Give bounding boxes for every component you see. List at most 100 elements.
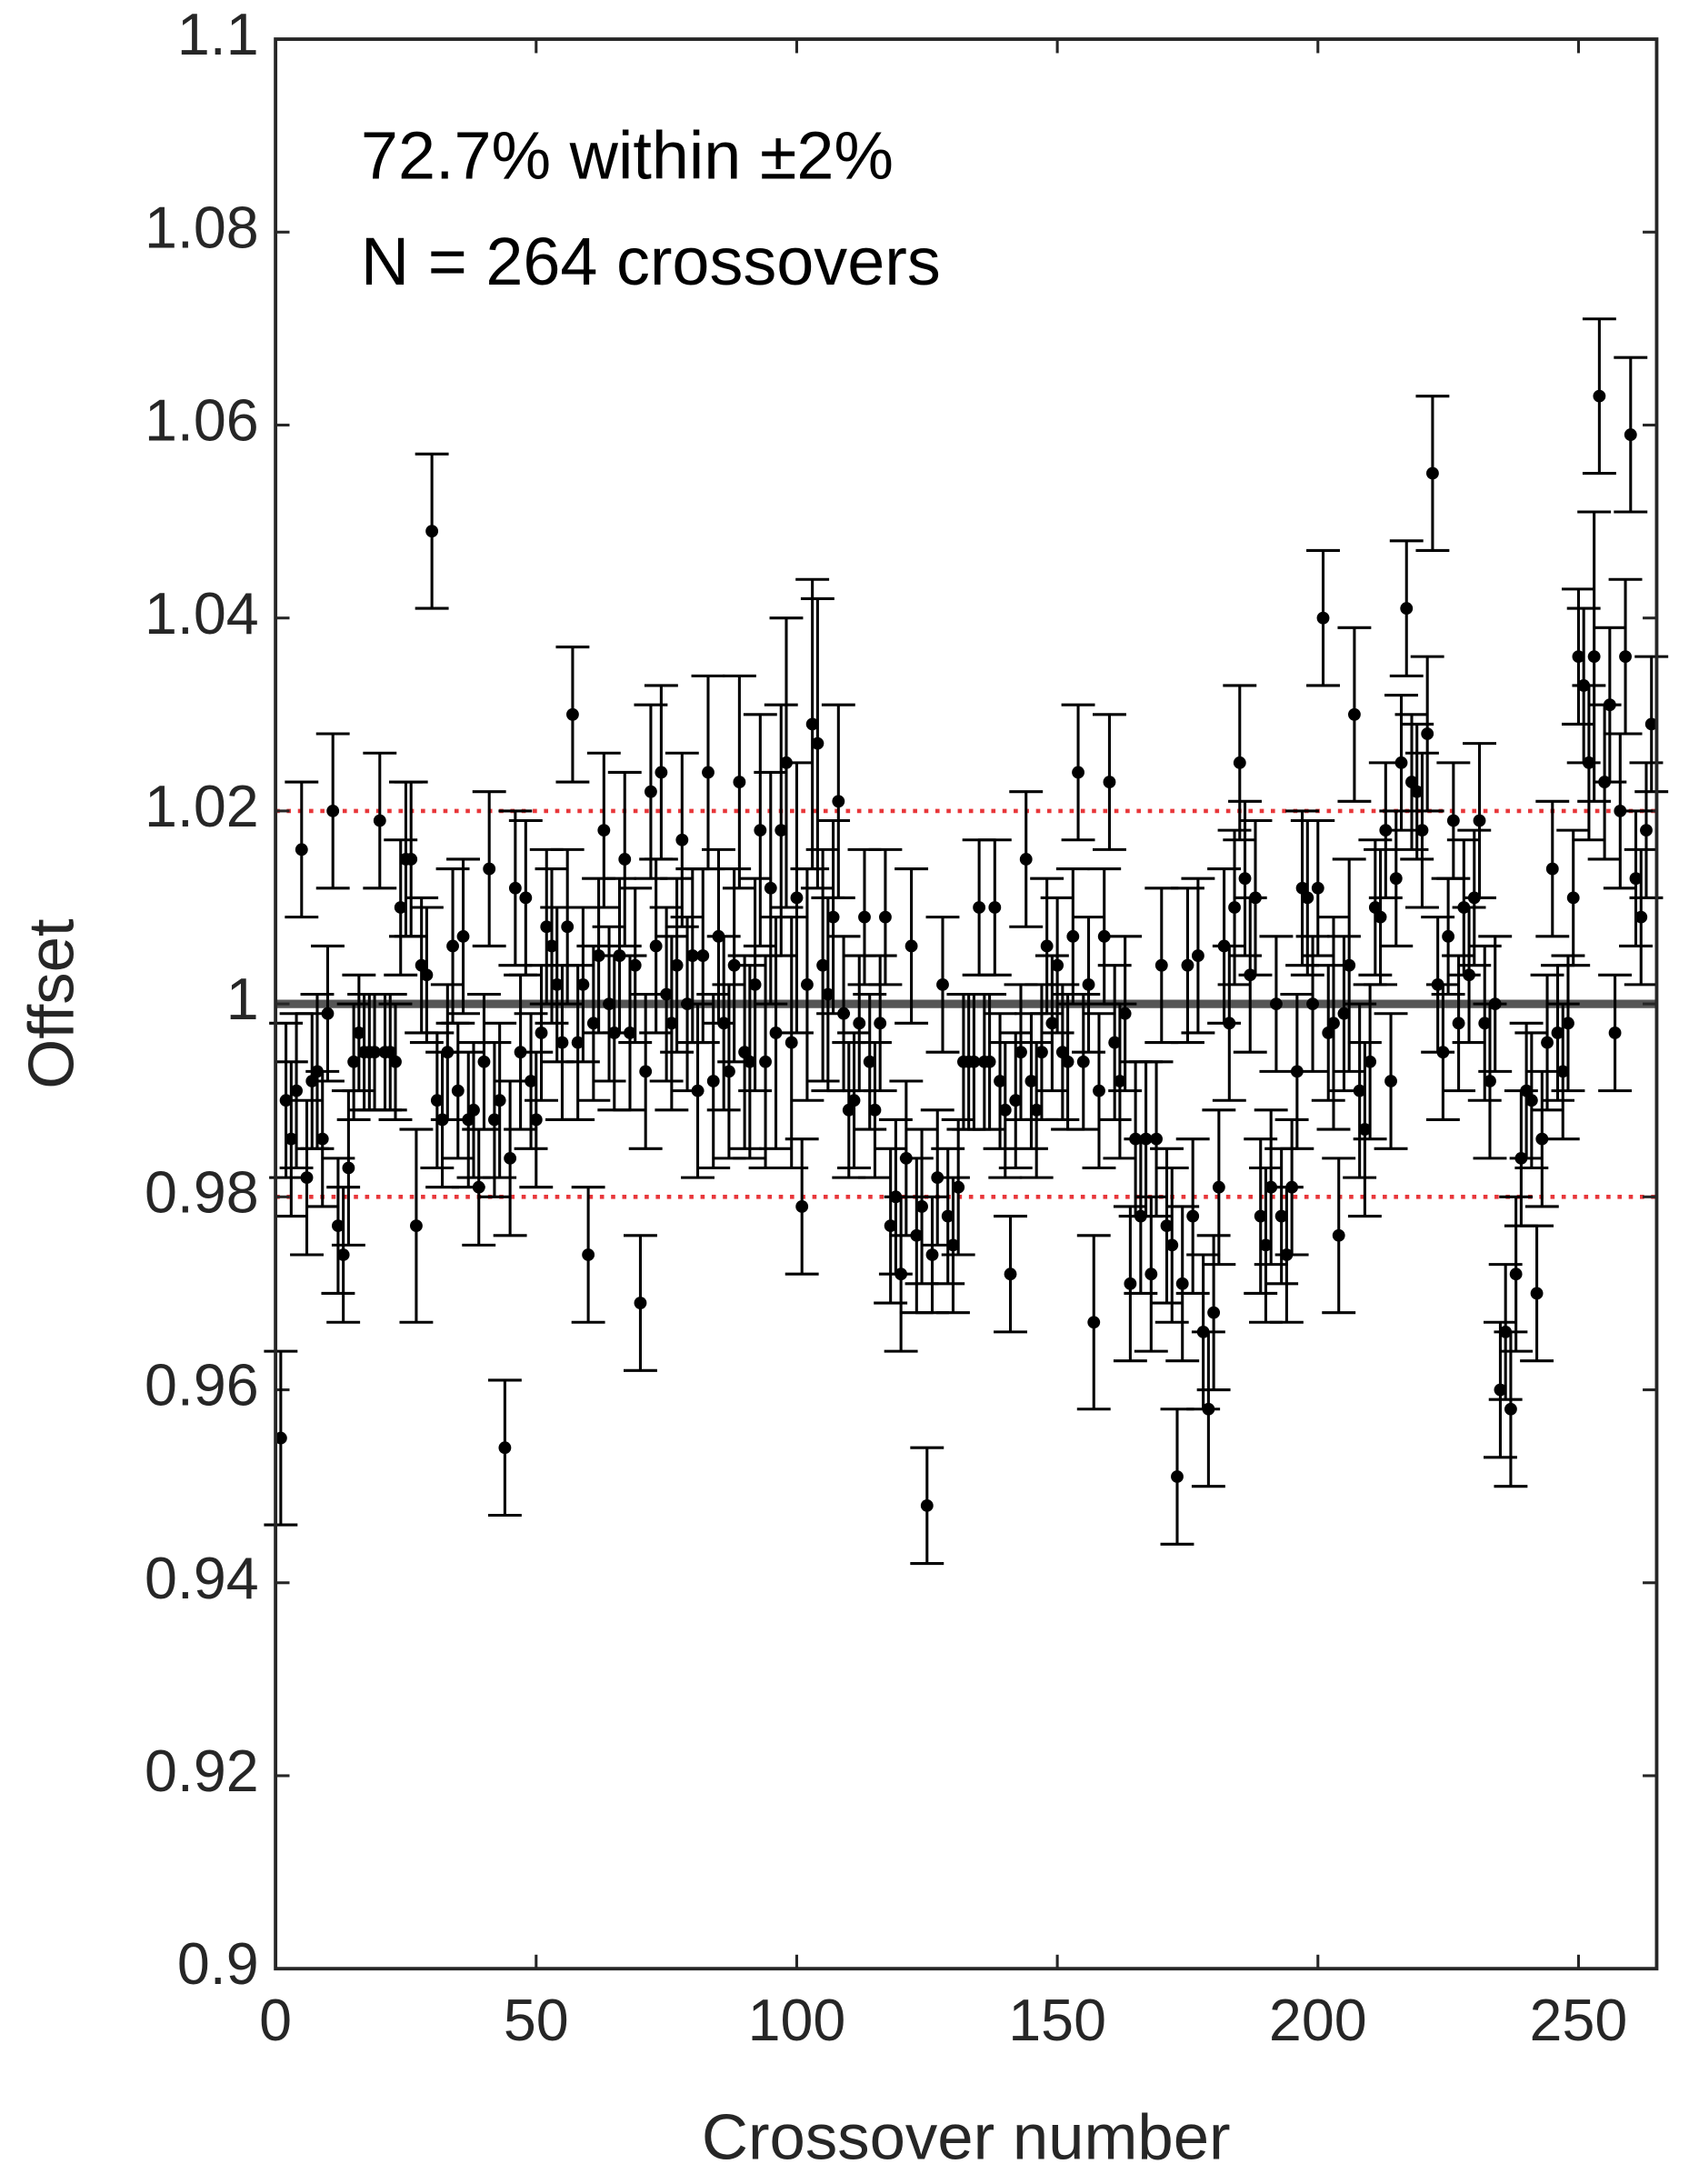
point: [1150, 1132, 1163, 1146]
point: [998, 1103, 1012, 1117]
point: [1118, 1007, 1132, 1020]
point: [1290, 1065, 1304, 1078]
point: [889, 1190, 903, 1204]
point: [1364, 1055, 1377, 1068]
y-tick-label: 1.08: [145, 195, 259, 260]
point: [504, 1151, 517, 1165]
point: [1311, 881, 1324, 895]
point: [525, 1075, 537, 1087]
point: [1337, 1007, 1351, 1020]
y-tick-label: 0.96: [145, 1353, 259, 1418]
point: [1541, 1036, 1554, 1049]
point: [1072, 766, 1084, 779]
point: [1520, 1084, 1534, 1097]
point: [670, 958, 684, 972]
point: [300, 1171, 314, 1185]
point: [1233, 756, 1246, 769]
point: [1108, 1036, 1122, 1049]
point: [639, 1065, 653, 1078]
point: [550, 977, 564, 991]
point: [472, 1180, 485, 1194]
point: [1316, 611, 1330, 625]
point: [1389, 872, 1403, 886]
point: [1082, 977, 1095, 991]
point: [1431, 977, 1444, 991]
point: [1566, 891, 1580, 905]
point: [1087, 1316, 1101, 1329]
point: [1577, 679, 1591, 692]
point: [1425, 466, 1439, 480]
point: [805, 717, 819, 731]
point: [1181, 958, 1194, 972]
point: [748, 977, 762, 991]
point: [519, 891, 533, 905]
point: [1467, 891, 1481, 905]
point: [332, 1219, 345, 1233]
point: [1593, 389, 1606, 403]
point: [1535, 1132, 1549, 1146]
point: [373, 814, 386, 827]
point: [1598, 776, 1612, 788]
point: [764, 881, 777, 895]
point: [967, 1055, 981, 1068]
point: [1097, 929, 1111, 943]
point: [1644, 717, 1658, 731]
point: [884, 1219, 897, 1233]
point: [420, 968, 434, 982]
point: [1259, 1238, 1273, 1252]
point: [894, 1267, 908, 1281]
point: [274, 1431, 287, 1445]
point: [1379, 824, 1393, 837]
point: [613, 949, 626, 962]
point: [1223, 1017, 1236, 1030]
point: [1322, 1027, 1335, 1039]
point: [1165, 1238, 1179, 1252]
point: [571, 1036, 585, 1049]
point: [1551, 1027, 1564, 1039]
point: [1212, 1180, 1225, 1194]
point: [347, 1055, 361, 1068]
point: [1004, 1267, 1017, 1281]
point: [702, 766, 715, 779]
point: [415, 958, 428, 972]
point: [868, 1103, 882, 1117]
point: [983, 1055, 996, 1068]
y-tick-label: 0.94: [145, 1546, 259, 1611]
point: [1410, 785, 1424, 798]
point: [1264, 1180, 1278, 1194]
x-tick-label: 0: [259, 1988, 292, 2053]
point: [1488, 997, 1502, 1011]
point: [1394, 756, 1408, 769]
point: [717, 1017, 731, 1030]
point: [1634, 910, 1648, 924]
point: [634, 1297, 647, 1309]
point: [1055, 1046, 1069, 1059]
point: [394, 901, 407, 914]
point: [624, 1027, 636, 1039]
point: [311, 1065, 324, 1078]
point: [1494, 1383, 1507, 1397]
point: [446, 939, 459, 953]
point: [931, 1171, 944, 1185]
point: [994, 1075, 1006, 1087]
annotation: N = 264 crossovers: [361, 224, 941, 299]
point: [1374, 910, 1387, 924]
point: [655, 766, 668, 779]
point: [498, 1441, 512, 1455]
point: [1191, 949, 1204, 962]
point: [425, 525, 439, 538]
point: [1446, 814, 1460, 827]
point: [1562, 1017, 1574, 1030]
point: [603, 997, 615, 1011]
point: [853, 1017, 866, 1030]
point: [1274, 1209, 1288, 1223]
annotation: 72.7% within ±2%: [361, 117, 894, 193]
point: [1051, 958, 1064, 972]
point: [315, 1132, 329, 1146]
point: [1171, 1470, 1184, 1483]
point: [493, 1094, 506, 1107]
plot-frame: [274, 37, 1659, 1971]
x-tick-label: 50: [504, 1988, 569, 2053]
point: [1196, 1325, 1210, 1338]
point: [462, 1113, 475, 1127]
